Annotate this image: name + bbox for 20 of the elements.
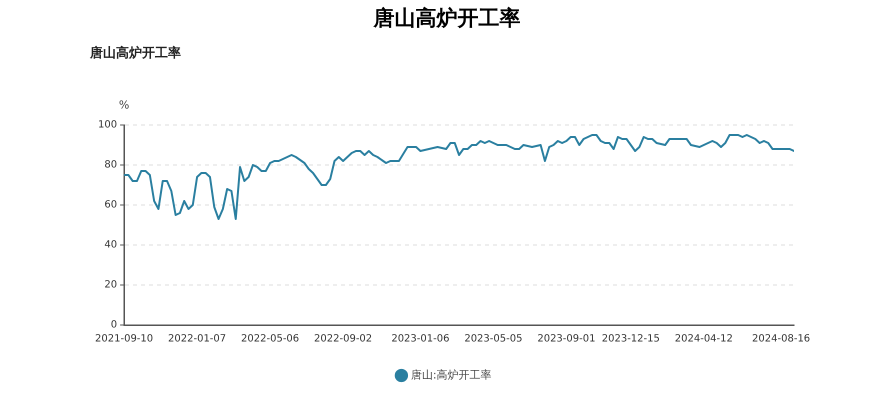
y-tick-label: 40 (104, 240, 118, 251)
y-tick-label: 0 (110, 320, 118, 331)
y-tick-label: 20 (104, 280, 118, 291)
legend-label: 唐山:高炉开工率 (410, 368, 492, 382)
x-tick-label: 2022-09-02 (314, 334, 372, 345)
x-tick-label: 2021-09-10 (95, 334, 154, 345)
x-tick-label: 2023-05-05 (464, 334, 522, 345)
y-tick-label: 100 (98, 120, 118, 131)
chart-subtitle: 唐山高炉开工率 (90, 44, 181, 62)
x-tick-label: 2023-09-01 (537, 334, 596, 345)
x-tick-label: 2024-08-16 (752, 334, 810, 345)
y-axis-title: % (118, 98, 130, 112)
x-tick-label: 2024-04-12 (674, 334, 733, 345)
y-tick-label: 60 (104, 200, 118, 211)
y-tick-label: 80 (104, 160, 118, 171)
x-tick-label: 2023-12-15 (602, 334, 660, 345)
x-tick-label: 2023-01-06 (391, 334, 450, 345)
x-tick-label: 2022-01-07 (168, 334, 226, 345)
chart-title: 唐山高炉开工率 (372, 5, 522, 32)
x-tick-label: 2022-05-06 (241, 334, 300, 345)
